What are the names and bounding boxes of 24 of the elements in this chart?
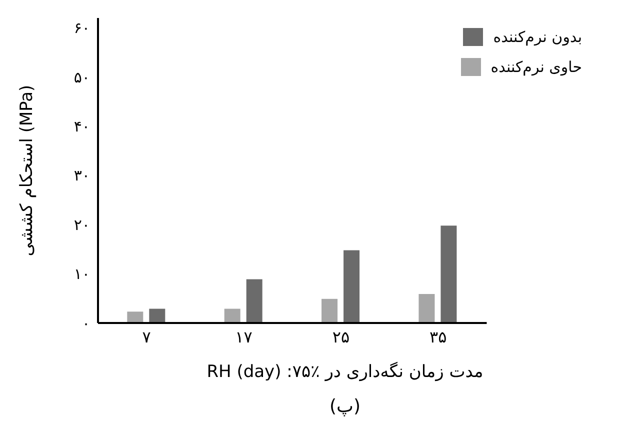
- text: (پ): [328, 396, 362, 417]
- bar: [127, 312, 144, 323]
- bar: [418, 294, 435, 323]
- legend-label: حاوی نرم‌کننده: [490, 58, 582, 76]
- y-axis-title: استحکام کششی (MPa): [17, 84, 38, 256]
- x-tick-label: ۷: [142, 327, 152, 346]
- legend-label: بدون نرم‌کننده: [493, 28, 582, 46]
- x-tick-label: ۳۵: [430, 327, 447, 346]
- bar: [322, 298, 338, 323]
- y-tick-label: ۵۰: [74, 68, 90, 86]
- bar: [224, 308, 240, 323]
- y-tick-label: ۶۰: [74, 19, 90, 38]
- y-tick-label: ۳۰: [74, 166, 90, 185]
- x-axis-title: مدت زمان نگه‌داری در ٪۷۵: RH (day): [206, 362, 484, 382]
- bar: [344, 250, 360, 323]
- bar: [246, 279, 262, 323]
- y-tick-label: ۲۰: [74, 216, 90, 234]
- y-tick-label: ۴۰: [74, 118, 90, 136]
- x-tick-label: ۲۵: [332, 327, 350, 346]
- bar: [440, 226, 457, 323]
- x-tick-label: ۱۷: [235, 327, 253, 346]
- y-tick-label: ۱۰: [74, 265, 90, 284]
- y-tick-label: ۰: [82, 314, 90, 332]
- bar: [149, 308, 166, 323]
